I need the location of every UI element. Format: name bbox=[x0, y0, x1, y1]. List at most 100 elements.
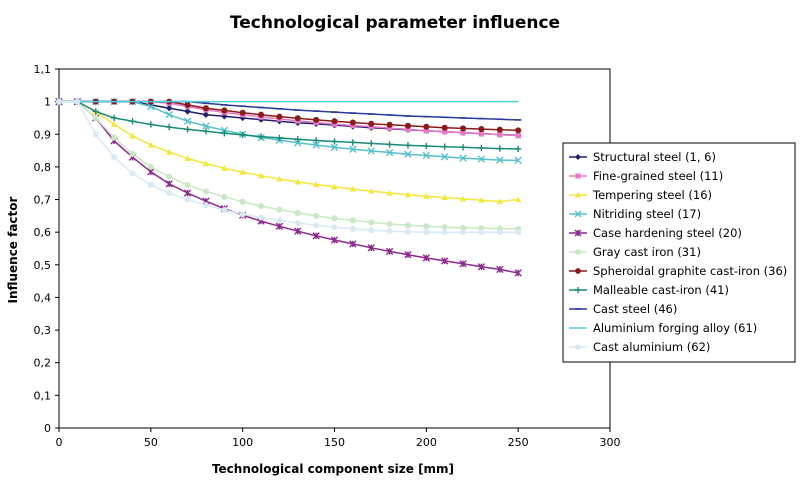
legend-item: Tempering steel (16) bbox=[569, 188, 712, 202]
data-point bbox=[441, 229, 448, 236]
data-point bbox=[276, 217, 283, 224]
data-point bbox=[575, 249, 581, 255]
data-point bbox=[221, 165, 228, 171]
data-point bbox=[331, 224, 338, 231]
y-tick-label: 0,1 bbox=[34, 389, 52, 402]
data-point bbox=[110, 121, 118, 128]
data-point bbox=[404, 222, 412, 229]
data-point bbox=[74, 98, 81, 105]
data-point bbox=[92, 114, 99, 121]
data-point bbox=[239, 198, 246, 205]
data-point bbox=[441, 143, 448, 150]
data-point bbox=[514, 145, 522, 153]
data-point bbox=[184, 108, 191, 115]
data-point bbox=[312, 232, 320, 240]
data-point bbox=[422, 151, 431, 160]
series bbox=[55, 98, 522, 232]
x-tick-label: 250 bbox=[508, 436, 529, 449]
data-point bbox=[514, 269, 522, 277]
data-point bbox=[478, 144, 485, 152]
data-point bbox=[147, 121, 155, 128]
series-line bbox=[59, 100, 519, 230]
data-point bbox=[423, 127, 430, 134]
data-point bbox=[404, 142, 412, 149]
series bbox=[55, 98, 522, 153]
data-point bbox=[404, 150, 412, 158]
data-point bbox=[147, 141, 155, 148]
data-point bbox=[404, 191, 412, 198]
data-point bbox=[349, 225, 356, 232]
data-point bbox=[404, 122, 412, 129]
legend-item: Malleable cast-iron (41) bbox=[569, 283, 729, 297]
data-point bbox=[478, 196, 485, 203]
y-tick-label: 0,6 bbox=[34, 226, 52, 239]
data-point bbox=[423, 123, 430, 130]
data-point bbox=[129, 132, 136, 139]
legend-item: Structural steel (1, 6) bbox=[569, 150, 716, 164]
data-point bbox=[331, 215, 338, 222]
data-point bbox=[184, 101, 191, 108]
data-point bbox=[312, 181, 320, 188]
data-point bbox=[496, 265, 504, 274]
data-point bbox=[386, 121, 393, 128]
data-point bbox=[423, 193, 430, 199]
legend-label: Cast aluminium (62) bbox=[593, 340, 710, 354]
data-point bbox=[330, 236, 339, 244]
data-point bbox=[349, 145, 357, 153]
data-point bbox=[460, 129, 466, 136]
legend-label: Cast steel (46) bbox=[593, 302, 677, 316]
data-point bbox=[202, 122, 210, 130]
data-point bbox=[184, 181, 191, 188]
data-point bbox=[441, 153, 449, 161]
data-point bbox=[202, 105, 209, 112]
data-point bbox=[575, 192, 581, 198]
data-point bbox=[166, 189, 173, 197]
data-point bbox=[312, 137, 320, 144]
data-point bbox=[331, 138, 338, 145]
data-point bbox=[441, 257, 449, 265]
data-point bbox=[368, 187, 375, 194]
data-point bbox=[294, 220, 301, 227]
legend-item: Aluminium forging alloy (61) bbox=[569, 321, 757, 335]
data-point bbox=[441, 194, 448, 201]
x-tick-label: 50 bbox=[144, 436, 158, 449]
data-point bbox=[515, 127, 522, 134]
data-point bbox=[575, 287, 581, 293]
y-tick-label: 0,9 bbox=[34, 128, 52, 141]
y-tick-label: 0,8 bbox=[34, 161, 52, 174]
legend-label: Aluminium forging alloy (61) bbox=[593, 321, 757, 335]
data-point bbox=[239, 168, 246, 175]
data-point bbox=[405, 126, 411, 133]
data-point bbox=[221, 193, 228, 200]
y-tick-label: 0,3 bbox=[34, 324, 52, 337]
data-point bbox=[368, 219, 375, 226]
data-point bbox=[183, 117, 192, 125]
data-point bbox=[184, 155, 191, 161]
data-point bbox=[110, 114, 118, 122]
legend-item: Case hardening steel (20) bbox=[569, 226, 742, 240]
data-point bbox=[276, 175, 283, 182]
data-point bbox=[575, 344, 581, 350]
data-point bbox=[221, 107, 228, 114]
data-point bbox=[496, 198, 503, 205]
legend-label: Gray cast iron (31) bbox=[593, 245, 701, 259]
data-point bbox=[276, 206, 283, 213]
data-point bbox=[460, 229, 467, 236]
data-point bbox=[367, 147, 375, 155]
data-point bbox=[331, 183, 338, 190]
data-point bbox=[202, 160, 210, 167]
data-point bbox=[294, 178, 301, 185]
data-point bbox=[166, 104, 173, 112]
data-point bbox=[184, 126, 191, 133]
legend-item: Fine-grained steel (11) bbox=[569, 169, 723, 183]
y-tick-label: 0 bbox=[44, 422, 51, 435]
data-point bbox=[478, 126, 485, 133]
data-point bbox=[147, 163, 154, 170]
data-point bbox=[330, 143, 339, 152]
data-point bbox=[166, 123, 173, 131]
data-point bbox=[404, 228, 412, 235]
data-point bbox=[404, 251, 412, 259]
data-point bbox=[257, 203, 265, 210]
data-point bbox=[349, 185, 357, 192]
data-point bbox=[221, 130, 228, 137]
